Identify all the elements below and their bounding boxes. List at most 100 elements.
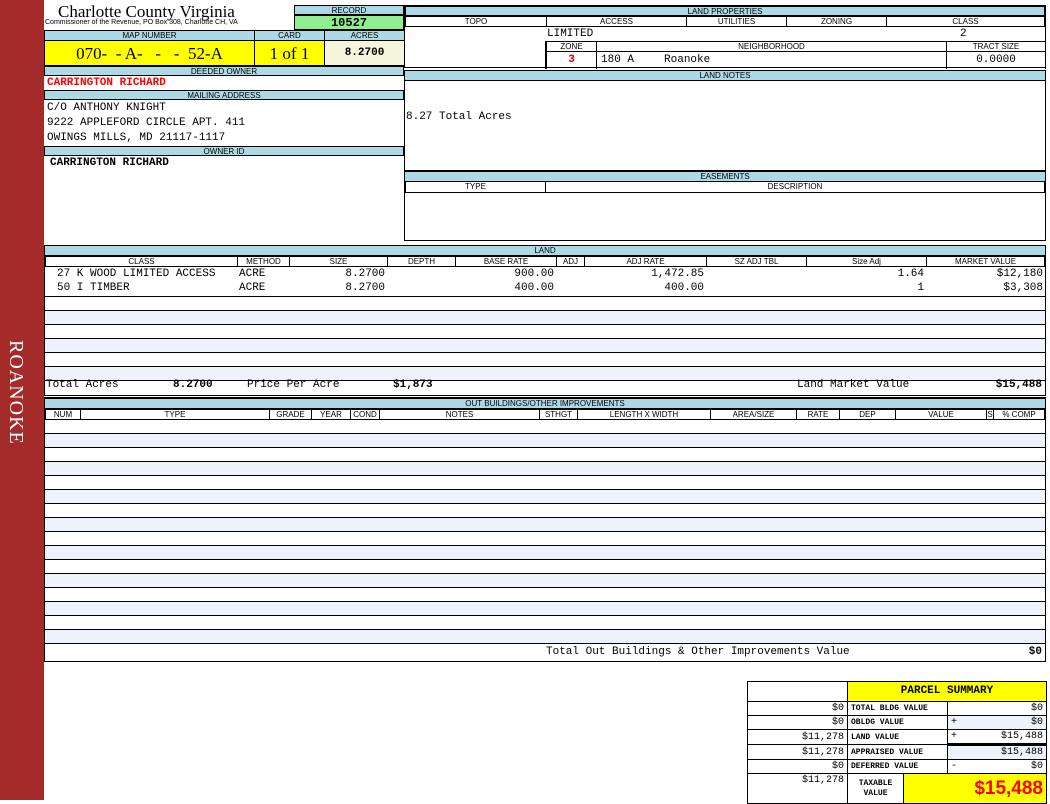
- cell: [706, 267, 806, 281]
- ob-area-header: AREA/SIZE: [710, 409, 797, 420]
- address-line: OWINGS MILLS, MD 21117-1117: [47, 132, 226, 144]
- table-row: 50 I TIMBER ACRE 8.2700 400.00 400.00 1 $3,308: [45, 281, 1045, 295]
- operator: +: [951, 731, 958, 742]
- land-notes-text: 8.27 Total Acres: [406, 111, 512, 123]
- neighborhood-name: Roanoke: [664, 53, 711, 66]
- ob-value-header: VALUE: [895, 409, 987, 420]
- map-number-label: MAP NUMBER: [44, 30, 255, 41]
- cell: $3,308: [1003, 282, 1043, 294]
- summary-row: $0 DEFERRED VALUE - $0: [747, 759, 1047, 774]
- page-subtitle: Commissioner of the Revenue, PO Box 308,…: [45, 19, 238, 26]
- taxable-prev-value: $11,278: [747, 773, 848, 804]
- summary-row: $0 OBLDG VALUE + $0: [747, 715, 1047, 730]
- ob-comp-header: % COMP: [993, 409, 1045, 420]
- summary-row: $11,278 LAND VALUE + $15,488: [747, 729, 1047, 746]
- parcel-summary-title: PARCEL SUMMARY: [847, 681, 1047, 702]
- ob-type-header: TYPE: [80, 409, 270, 420]
- cell: 50 I TIMBER: [57, 282, 130, 294]
- ob-notes-header: NOTES: [379, 409, 540, 420]
- cell: [706, 281, 806, 295]
- land-adj-header: ADJ: [556, 256, 585, 267]
- land-market-value-header: MARKET VALUE: [926, 256, 1045, 267]
- cell: 400.00: [664, 282, 704, 294]
- ob-total: $0: [1028, 646, 1042, 658]
- cell: [556, 267, 584, 281]
- outbuildings-title: OUT BUILDINGS/OTHER IMPROVEMENTS: [45, 399, 1045, 409]
- sidebar: ROANOKE: [0, 0, 44, 800]
- topo-header: TOPO: [405, 16, 547, 27]
- class-header: CLASS: [886, 16, 1045, 27]
- land-adj-rate-header: ADJ RATE: [584, 256, 707, 267]
- record-label: RECORD: [294, 5, 404, 15]
- neighborhood-header: NEIGHBORHOOD: [596, 41, 947, 52]
- cell: 400.00: [514, 282, 554, 294]
- deeded-owner-label: DEEDED OWNER: [44, 66, 404, 76]
- ob-num-header: NUM: [45, 409, 81, 420]
- owner-id: CARRINGTON RICHARD: [50, 157, 169, 169]
- summary-value: $15,488: [1000, 731, 1043, 742]
- utilities-header: UTILITIES: [686, 16, 787, 27]
- sidebar-label: ROANOKE: [5, 340, 27, 445]
- land-title: LAND: [45, 246, 1045, 256]
- acres-value: 8.2700: [324, 40, 405, 66]
- card-number: 1 of 1: [254, 40, 325, 66]
- tract-size-value: 0.0000: [946, 51, 1046, 69]
- deeded-owner: CARRINGTON RICHARD: [47, 77, 166, 89]
- ob-s-header: S: [986, 409, 994, 420]
- cell: ACRE: [239, 268, 266, 280]
- access-value: LIMITED: [547, 28, 594, 40]
- summary-label: APPRAISED VALUE: [847, 744, 948, 760]
- tract-size-header: TRACT SIZE: [946, 41, 1046, 52]
- land-market-value: $15,488: [995, 379, 1042, 391]
- cell: 1,472.85: [651, 268, 704, 280]
- zone-value: 3: [546, 51, 597, 69]
- owner-id-label: OWNER ID: [44, 146, 404, 156]
- land-table: LAND CLASS METHOD SIZE DEPTH BASE RATE ADJ ADJ…: [44, 245, 1046, 396]
- cell: 1.64: [897, 268, 924, 280]
- land-class-header: CLASS: [45, 256, 238, 267]
- land-depth-header: DEPTH: [387, 256, 456, 267]
- cell: $12,180: [996, 268, 1043, 280]
- land-size-adj-header: Size Adj: [806, 256, 927, 267]
- ob-sthgt-header: STHGT: [539, 409, 578, 420]
- summary-label: OBLDG VALUE: [847, 715, 948, 730]
- zone-header: ZONE: [546, 41, 597, 52]
- taxable-value: $15,488: [903, 773, 1047, 804]
- mailing-address: C/O ANTHONY KNIGHT 9222 APPLEFORD CIRCLE …: [47, 101, 245, 146]
- total-acres-label: Total Acres: [46, 379, 119, 391]
- ob-year-header: YEAR: [311, 409, 351, 420]
- address-line: C/O ANTHONY KNIGHT: [47, 102, 166, 114]
- cell: 8.2700: [345, 282, 385, 294]
- neighborhood-value: 180 A Roanoke: [596, 51, 947, 69]
- cell: [387, 267, 455, 281]
- cell: 1: [917, 282, 924, 294]
- ob-dep-header: DEP: [839, 409, 896, 420]
- class-value: 2: [960, 28, 967, 40]
- cell: [556, 281, 584, 295]
- summary-label: LAND VALUE: [847, 729, 948, 745]
- land-totals: Total Acres 8.2700 Price Per Acre $1,873…: [46, 379, 1044, 391]
- summary-value: $0: [1030, 717, 1043, 728]
- land-method-header: METHOD: [237, 256, 290, 267]
- outbuildings-table: OUT BUILDINGS/OTHER IMPROVEMENTS NUM TYPE…: [44, 397, 1046, 662]
- land-properties-title: LAND PROPERTIES: [405, 6, 1045, 16]
- price-per-acre: $1,873: [393, 379, 433, 391]
- prev-value: $0: [747, 759, 848, 774]
- summary-value: $15,488: [947, 744, 1047, 760]
- operator: +: [951, 717, 958, 728]
- parcel-summary: PARCEL SUMMARY $0 TOTAL BLDG VALUE $0 $0 OB…: [747, 681, 1047, 804]
- ob-grade-header: GRADE: [269, 409, 312, 420]
- zoning-header: ZONING: [786, 16, 887, 27]
- summary-value: $0: [1030, 761, 1043, 772]
- map-number: 070- - A- - - 52-A: [44, 40, 255, 66]
- cell: 27 K WOOD LIMITED ACCESS: [57, 268, 216, 280]
- cell: ACRE: [239, 282, 266, 294]
- address-line: 9222 APPLEFORD CIRCLE APT. 411: [47, 117, 246, 129]
- total-acres: 8.2700: [173, 379, 213, 391]
- cell: [387, 281, 455, 295]
- summary-value: $0: [947, 701, 1047, 716]
- summary-label: DEFERRED VALUE: [847, 759, 948, 774]
- card-label: CARD: [254, 30, 325, 41]
- ob-length-width-header: LENGTH X WIDTH: [577, 409, 711, 420]
- ob-total-label: Total Out Buildings & Other Improvements…: [546, 646, 850, 658]
